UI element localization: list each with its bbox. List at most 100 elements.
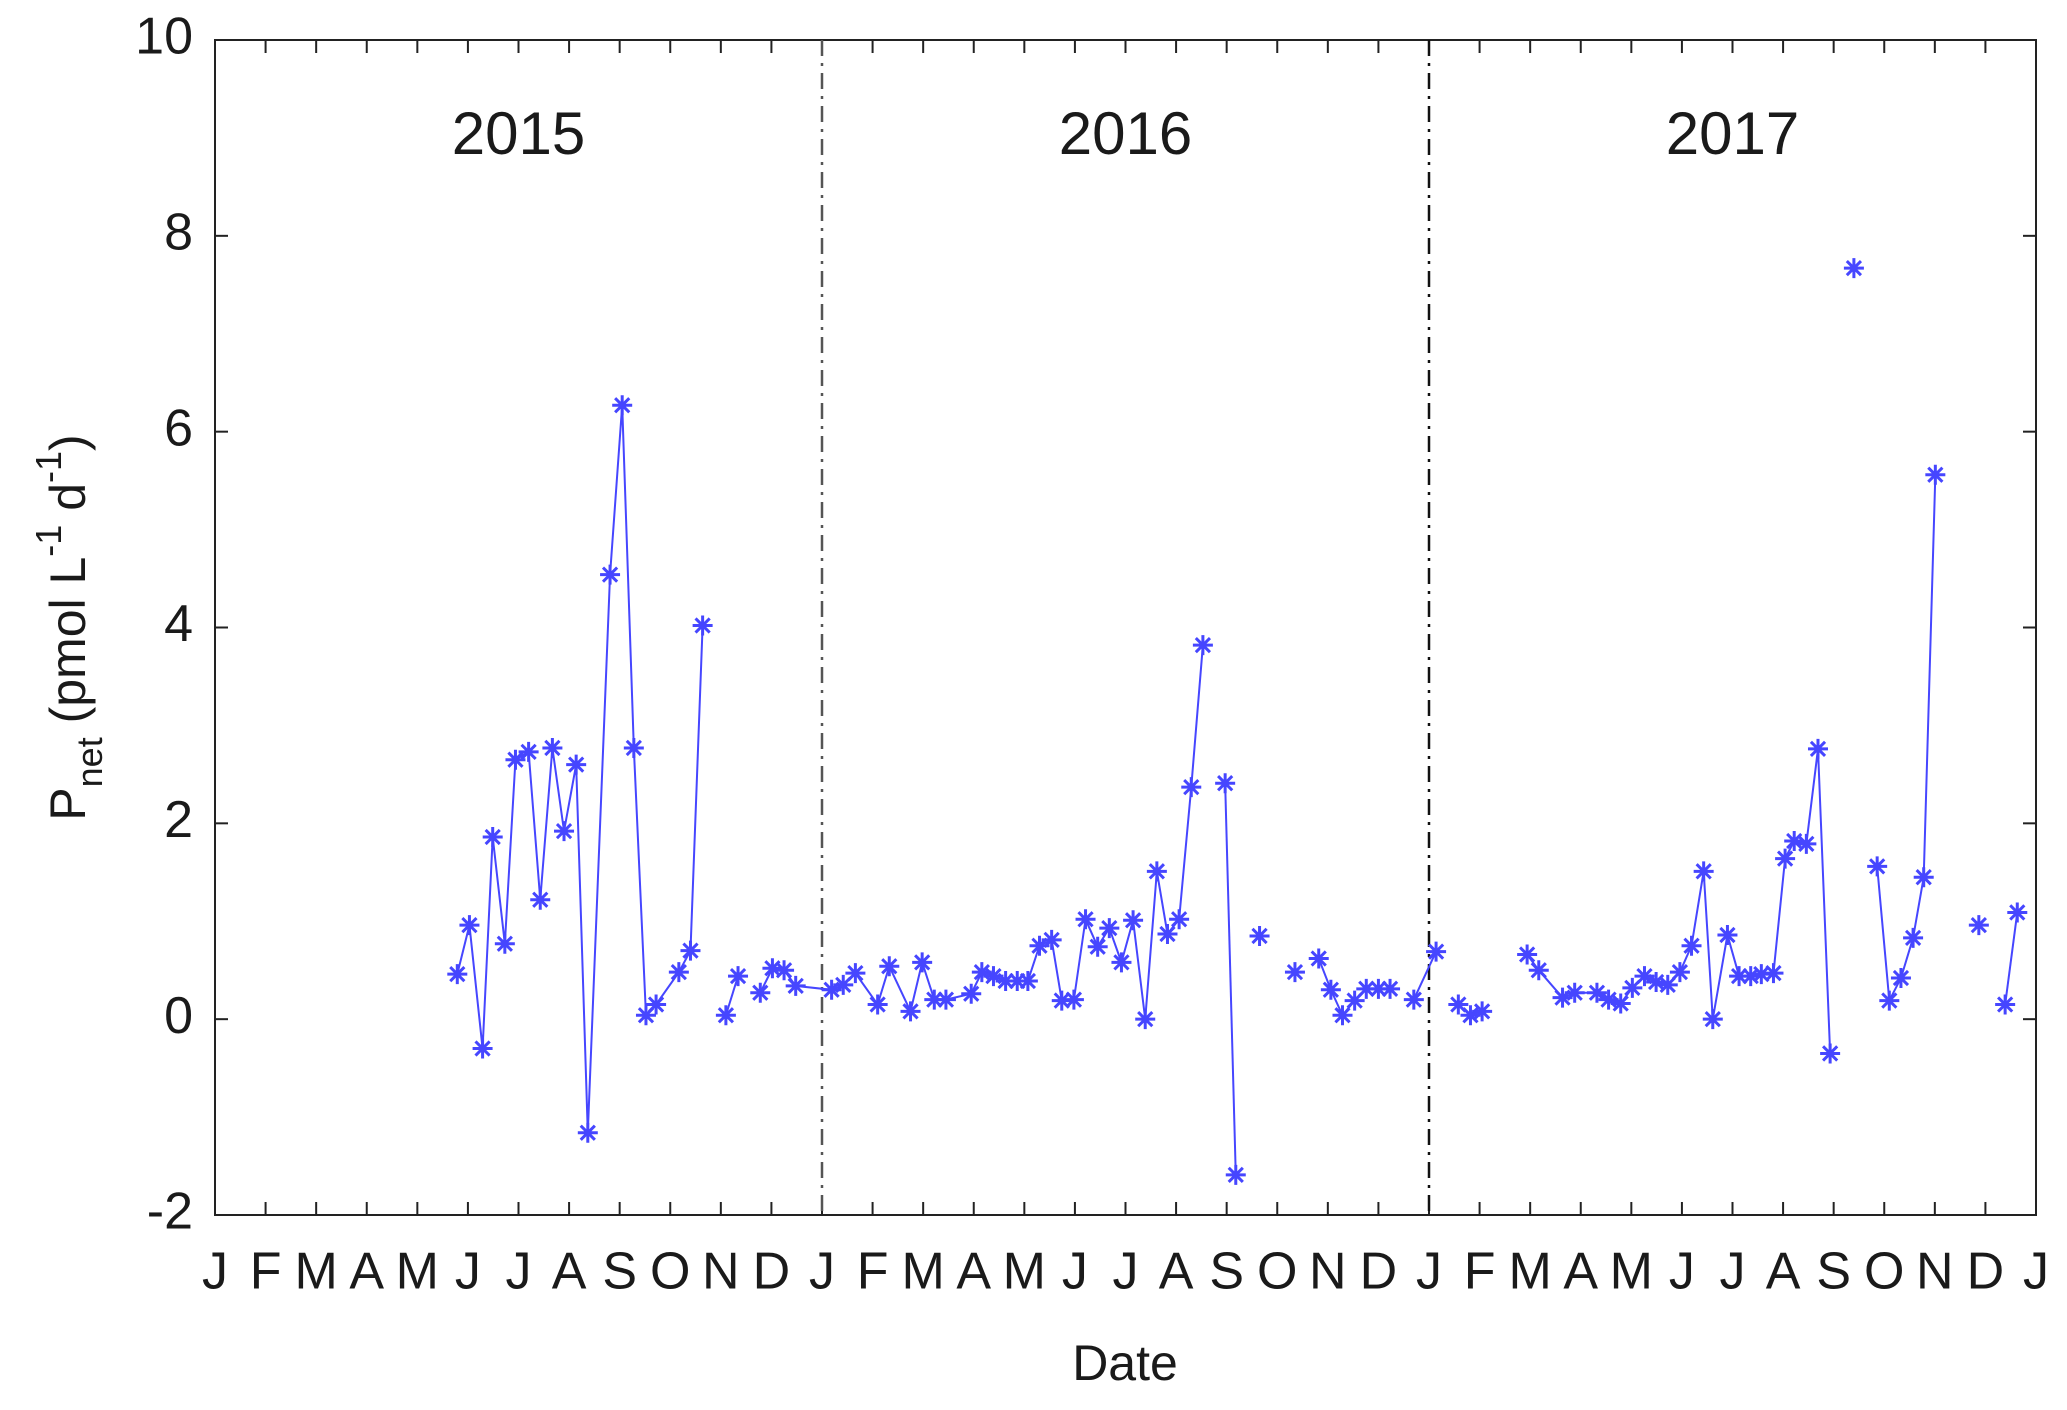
data-point <box>935 989 956 1010</box>
data-point <box>494 933 515 954</box>
data-point <box>1041 929 1062 950</box>
data-point <box>1775 848 1796 869</box>
data-point <box>542 737 563 758</box>
data-point <box>1320 979 1341 1000</box>
data-point <box>1820 1043 1841 1064</box>
data-point <box>762 958 783 979</box>
data-point <box>1472 1001 1493 1022</box>
data-point <box>554 821 575 842</box>
data-point <box>821 979 842 1000</box>
year-label: 2015 <box>452 100 585 167</box>
x-tick-label: J <box>1669 1243 1695 1301</box>
data-point <box>1729 966 1750 987</box>
y-axis-label-part: ) <box>40 434 96 451</box>
x-tick-label: J <box>809 1243 835 1301</box>
data-point <box>1181 777 1202 798</box>
data-point <box>1646 971 1667 992</box>
x-tick-label: M <box>1610 1243 1653 1301</box>
data-point <box>1634 966 1655 987</box>
data-point <box>646 994 667 1015</box>
data-point <box>1796 833 1817 854</box>
x-tick-label: J <box>2023 1243 2049 1301</box>
data-point <box>566 754 587 775</box>
data-point <box>472 1038 493 1059</box>
y-axis-label-part: -1 <box>28 525 69 557</box>
y-tick-label: 2 <box>164 791 193 849</box>
data-point <box>750 982 771 1003</box>
data-point <box>1225 1164 1246 1185</box>
x-tick-label: J <box>1416 1243 1442 1301</box>
y-axis-label-part: d <box>40 483 96 525</box>
data-point <box>1807 738 1828 759</box>
x-axis-label: Date <box>1072 1335 1178 1391</box>
data-point <box>1622 977 1643 998</box>
y-tick-label: 10 <box>135 8 193 66</box>
data-point <box>1063 989 1084 1010</box>
data-point <box>482 827 503 848</box>
data-point <box>1123 910 1144 931</box>
x-tick-label: A <box>552 1243 587 1301</box>
data-point <box>2007 902 2028 923</box>
x-tick-label: O <box>650 1243 690 1301</box>
x-tick-label: M <box>1509 1243 1552 1301</box>
data-point <box>1215 773 1236 794</box>
data-point <box>1995 994 2016 1015</box>
x-tick-label: D <box>1360 1243 1398 1301</box>
data-point <box>774 960 795 981</box>
data-point <box>1913 867 1934 888</box>
data-point <box>1925 464 1946 485</box>
series-line <box>1224 783 1237 1175</box>
data-point <box>1099 918 1120 939</box>
data-point <box>1460 1005 1481 1026</box>
x-tick-label: S <box>1209 1243 1244 1301</box>
data-point <box>924 989 945 1010</box>
x-tick-label: F <box>1464 1243 1496 1301</box>
x-tick-label: F <box>250 1243 282 1301</box>
data-point <box>1368 978 1389 999</box>
data-point <box>845 963 866 984</box>
data-point <box>1903 927 1924 948</box>
data-point <box>879 956 900 977</box>
data-point <box>1717 924 1738 945</box>
data-point <box>1007 970 1028 991</box>
data-point <box>1681 935 1702 956</box>
data-point <box>1586 982 1607 1003</box>
data-point <box>1192 635 1213 656</box>
data-point <box>1867 856 1888 877</box>
data-point <box>1740 966 1761 987</box>
x-tick-label: J <box>1062 1243 1088 1301</box>
data-point <box>530 889 551 910</box>
x-tick-label: N <box>1916 1243 1954 1301</box>
data-point <box>1157 923 1178 944</box>
plot-frame <box>214 39 2037 1216</box>
x-tick-label: S <box>602 1243 637 1301</box>
y-axis-label-part: -1 <box>28 451 69 483</box>
x-tick-label: M <box>1003 1243 1046 1301</box>
data-point <box>1135 1009 1156 1030</box>
data-point <box>1564 982 1585 1003</box>
data-point <box>1146 861 1167 882</box>
data-point <box>623 737 644 758</box>
data-point <box>1669 962 1690 983</box>
data-point <box>833 974 854 995</box>
data-point <box>1598 989 1619 1010</box>
x-tick-label: A <box>1766 1243 1801 1301</box>
x-tick-label: M <box>902 1243 945 1301</box>
data-point <box>1879 990 1900 1011</box>
data-point <box>1111 952 1132 973</box>
y-axis-label: Pnet (pmol L-1 d-1) <box>28 434 110 820</box>
y-tick-label: 6 <box>164 399 193 457</box>
data-point <box>505 749 526 770</box>
data-point <box>1075 909 1096 930</box>
data-point <box>1751 964 1772 985</box>
data-point <box>1284 962 1305 983</box>
data-point <box>1249 925 1270 946</box>
data-point <box>900 1001 921 1022</box>
data-point <box>1528 960 1549 981</box>
data-point <box>1968 915 1989 936</box>
series-line <box>1876 474 1937 1005</box>
data-point <box>1344 990 1365 1011</box>
x-tick-label: N <box>702 1243 740 1301</box>
